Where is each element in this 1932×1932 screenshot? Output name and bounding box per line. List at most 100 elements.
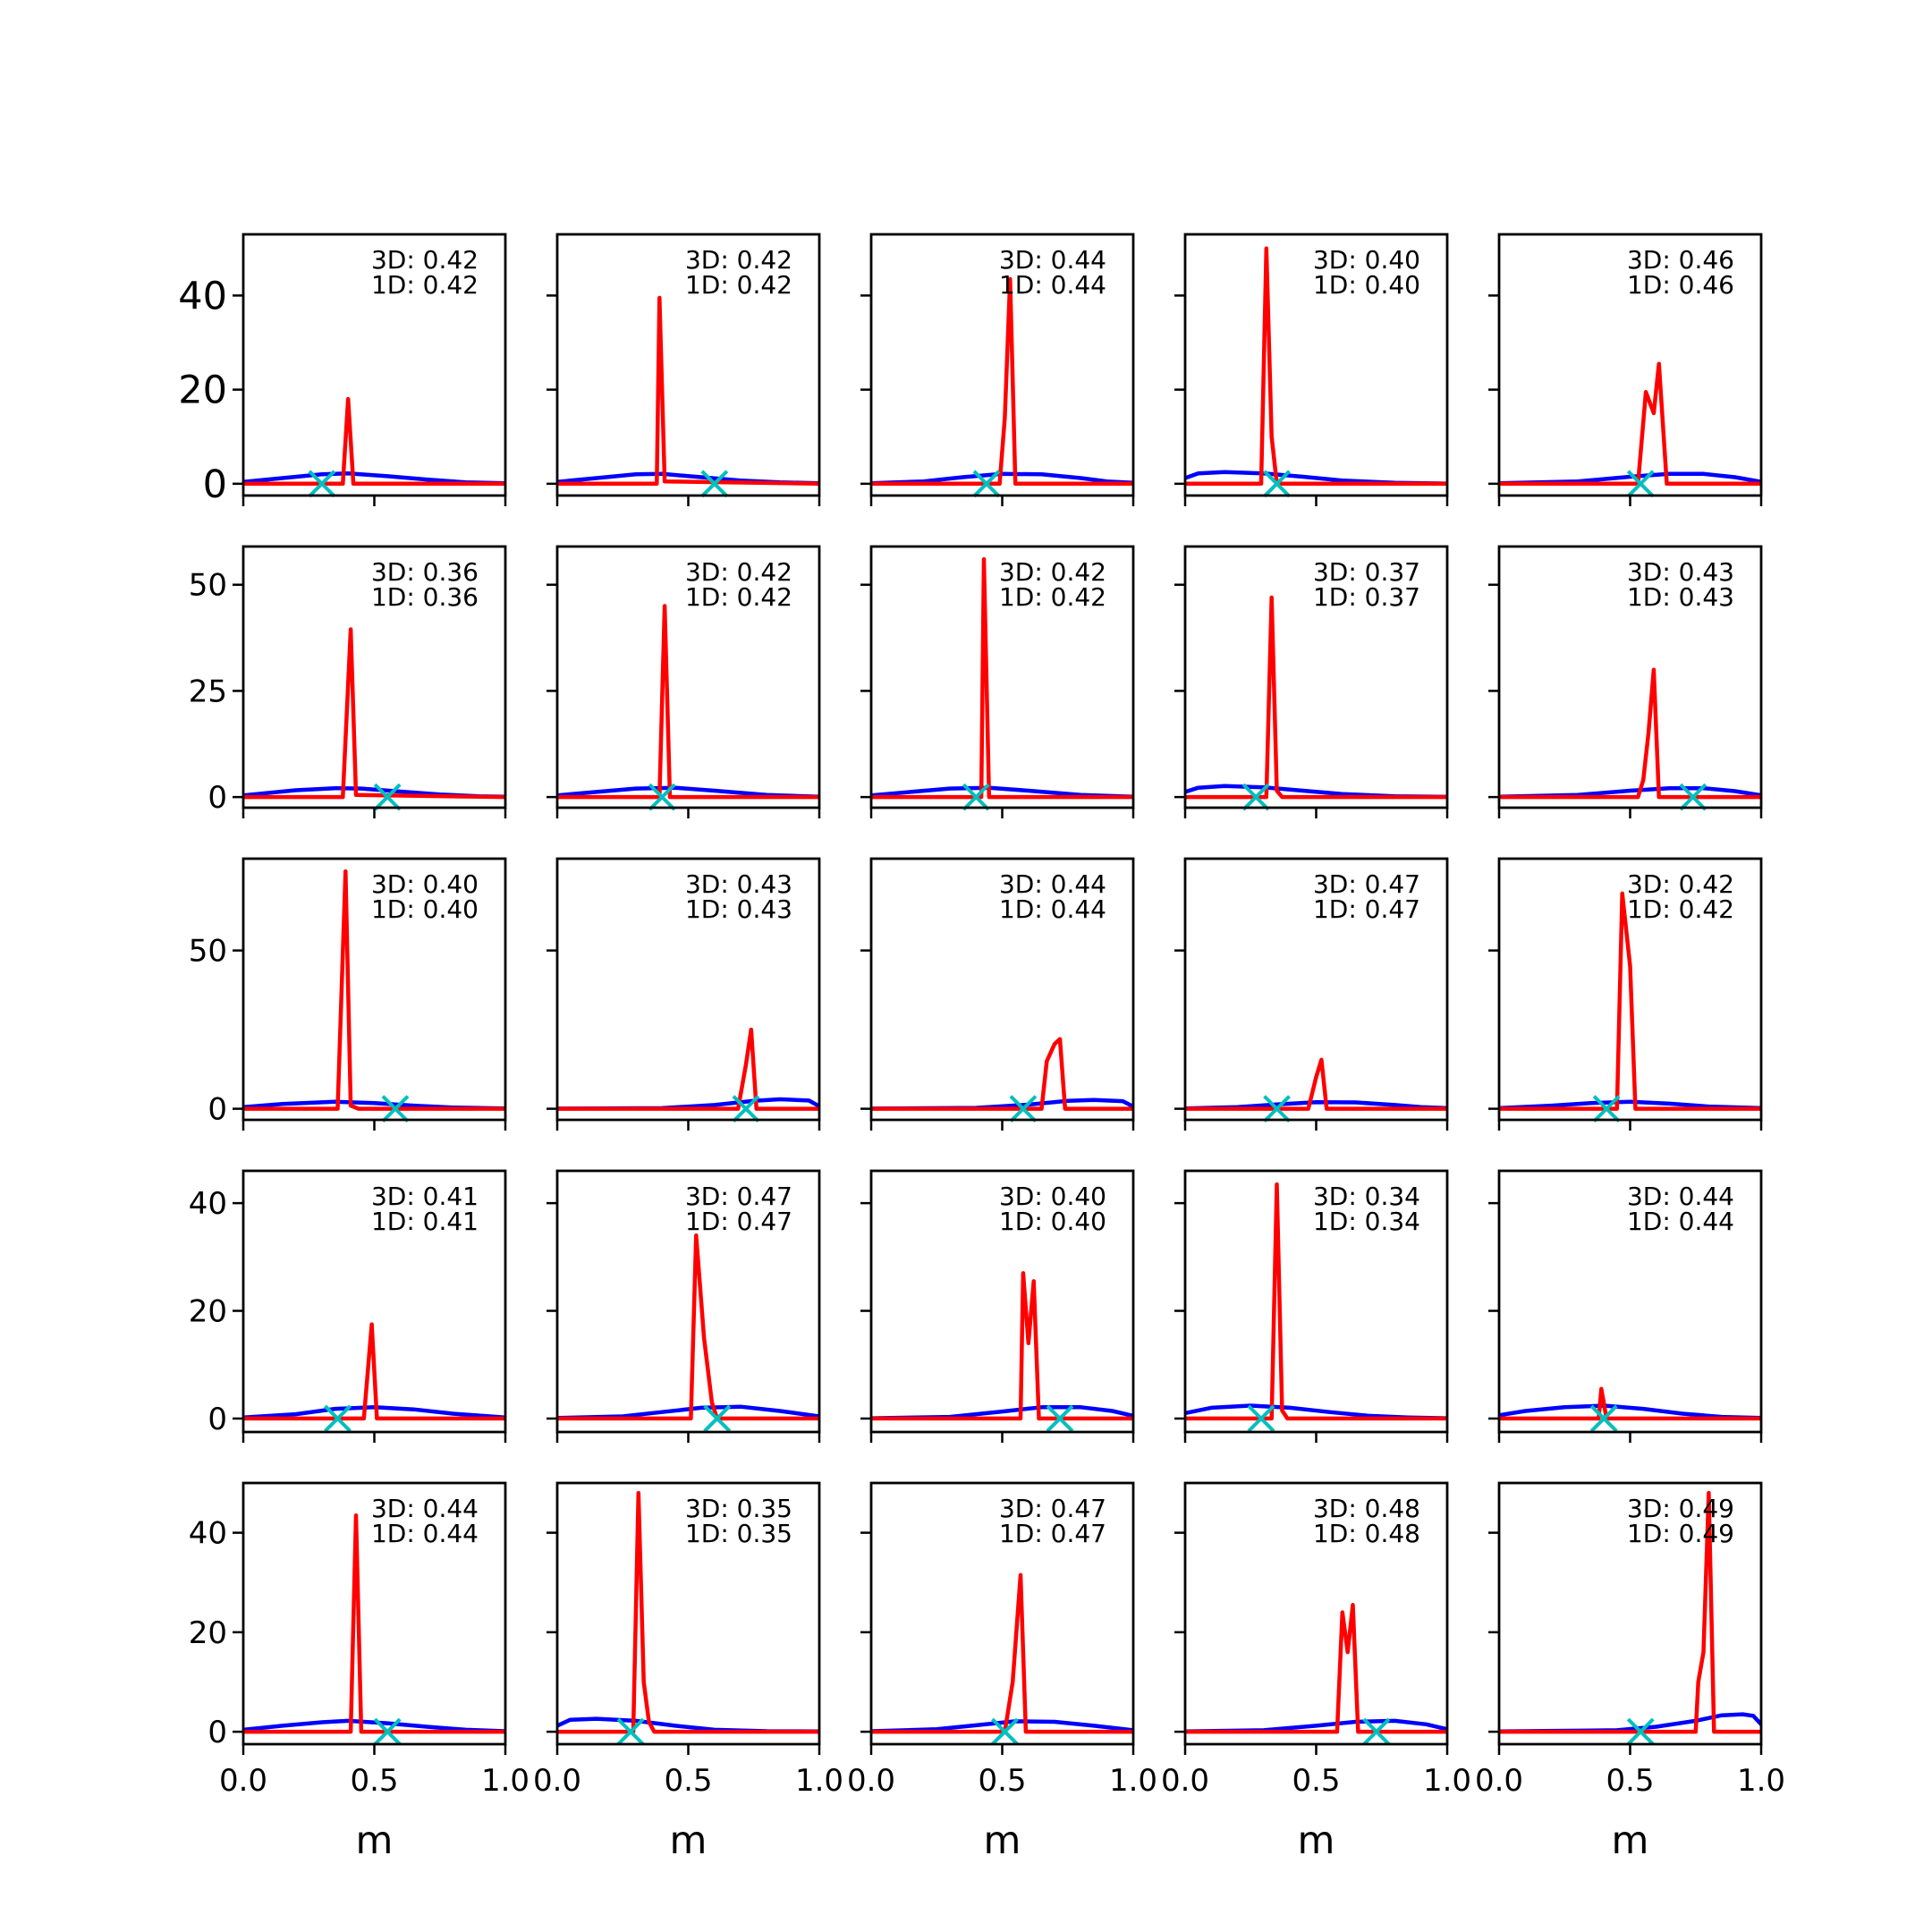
- annotation-3d: 3D: 0.42: [685, 245, 792, 275]
- y-tick-label: 50: [189, 568, 227, 604]
- x-marker-stroke: [700, 470, 729, 498]
- red-line: [871, 556, 1133, 800]
- red-line: [557, 1027, 819, 1111]
- blue-line: [871, 471, 1133, 486]
- x-marker: [972, 470, 1001, 498]
- x-marker: [648, 783, 676, 811]
- panel-data: [1499, 667, 1761, 800]
- annotation-3d: 3D: 0.48: [1313, 1494, 1420, 1523]
- red-line: [1185, 1603, 1447, 1734]
- blue-line: [1499, 785, 1761, 799]
- red-line: [871, 276, 1133, 487]
- blue-line: [557, 785, 819, 799]
- panel-data: [557, 1490, 819, 1734]
- red-line: [1499, 891, 1761, 1111]
- red-line: [871, 1572, 1133, 1734]
- red-line: [243, 1513, 505, 1734]
- x-tick-label: 0.5: [1606, 1763, 1654, 1799]
- x-tick-label: 0.0: [847, 1763, 895, 1799]
- annotation-3d: 3D: 0.37: [1313, 557, 1420, 587]
- x-marker-stroke: [1589, 1404, 1618, 1433]
- x-marker: [962, 783, 990, 811]
- panel-data: [1185, 1057, 1447, 1111]
- annotation-3d: 3D: 0.42: [999, 557, 1106, 587]
- annotation-1d: 1D: 0.40: [1313, 270, 1420, 300]
- x-axis-label: m: [984, 1818, 1021, 1863]
- annotation-1d: 1D: 0.47: [1313, 894, 1420, 924]
- x-marker-stroke: [648, 783, 676, 811]
- annotation-1d: 1D: 0.42: [685, 582, 792, 612]
- annotation-1d: 1D: 0.42: [999, 582, 1106, 612]
- x-marker-stroke: [1247, 1404, 1275, 1433]
- x-tick-label: 1.0: [795, 1763, 843, 1799]
- annotation-3d: 3D: 0.42: [371, 245, 479, 275]
- red-line: [243, 396, 505, 487]
- annotation-3d: 3D: 0.47: [999, 1494, 1106, 1523]
- y-tick-label: 40: [189, 1186, 227, 1222]
- annotation-1d: 1D: 0.42: [1627, 894, 1734, 924]
- x-marker: [1592, 1095, 1621, 1123]
- y-tick-label: 0: [208, 1715, 227, 1750]
- x-marker: [991, 1717, 1019, 1746]
- x-marker: [703, 1404, 732, 1433]
- x-marker: [373, 783, 402, 811]
- x-marker-stroke: [1009, 1095, 1038, 1123]
- annotation-1d: 1D: 0.44: [999, 270, 1106, 300]
- annotation-3d: 3D: 0.41: [371, 1182, 479, 1211]
- red-line: [1185, 1182, 1447, 1421]
- x-marker-stroke: [324, 1404, 352, 1433]
- x-axis-label: m: [670, 1818, 708, 1863]
- x-marker: [1241, 783, 1270, 811]
- annotation-1d: 1D: 0.47: [685, 1207, 792, 1236]
- x-marker-stroke: [373, 783, 402, 811]
- panel-data: [1499, 361, 1761, 487]
- annotation-1d: 1D: 0.48: [1313, 1519, 1420, 1548]
- annotation-1d: 1D: 0.44: [999, 894, 1106, 924]
- x-marker-stroke: [991, 1717, 1019, 1746]
- red-line: [1499, 361, 1761, 487]
- red-line: [1185, 595, 1447, 800]
- y-tick-label: 40: [189, 1516, 227, 1552]
- annotation-1d: 1D: 0.44: [371, 1519, 479, 1548]
- red-line: [243, 1322, 505, 1421]
- red-line: [1499, 1386, 1761, 1421]
- annotation-3d: 3D: 0.40: [1313, 245, 1420, 275]
- panel-data: [871, 1271, 1133, 1421]
- annotation-3d: 3D: 0.35: [685, 1494, 792, 1523]
- annotation-1d: 1D: 0.35: [685, 1519, 792, 1548]
- annotation-1d: 1D: 0.49: [1627, 1519, 1734, 1548]
- x-marker-stroke: [1679, 783, 1707, 811]
- annotation-1d: 1D: 0.40: [999, 1207, 1106, 1236]
- x-tick-label: 0.0: [1161, 1763, 1209, 1799]
- x-marker-stroke: [1241, 783, 1270, 811]
- x-marker-stroke: [381, 1095, 410, 1123]
- annotation-3d: 3D: 0.47: [1313, 869, 1420, 899]
- x-tick-label: 1.0: [1109, 1763, 1157, 1799]
- blue-line: [1499, 1099, 1761, 1111]
- annotation-3d: 3D: 0.43: [1627, 557, 1734, 587]
- x-marker-stroke: [1626, 1717, 1655, 1746]
- annotation-3d: 3D: 0.40: [371, 869, 479, 899]
- panel-data: [1499, 1490, 1761, 1734]
- x-tick-label: 0.0: [533, 1763, 581, 1799]
- annotation-3d: 3D: 0.42: [1627, 869, 1734, 899]
- red-line: [871, 1037, 1133, 1111]
- x-marker: [1263, 1095, 1291, 1123]
- blue-line: [1499, 471, 1761, 486]
- x-marker-stroke: [1362, 1717, 1391, 1746]
- x-tick-label: 0.0: [1475, 1763, 1523, 1799]
- red-line: [871, 1271, 1133, 1421]
- annotation-3d: 3D: 0.36: [371, 557, 479, 587]
- x-marker-stroke: [703, 1404, 732, 1433]
